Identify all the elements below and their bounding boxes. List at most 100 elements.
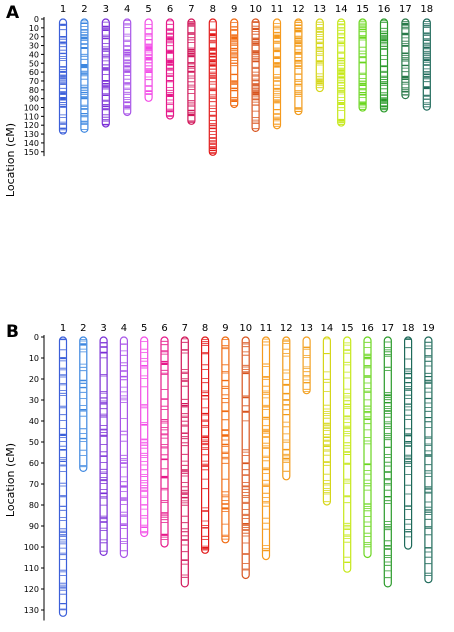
y-tick-label: 10: [29, 24, 39, 33]
chromosome-15: 15: [356, 4, 369, 112]
chromosome-17: 17: [399, 4, 412, 100]
marker-lines: [242, 342, 249, 571]
marker-lines: [283, 339, 290, 472]
chromosome-6: 6: [160, 323, 169, 548]
y-tick-label: 150: [24, 148, 39, 157]
marker-lines: [252, 21, 259, 130]
chromosome-7: 7: [187, 4, 196, 125]
chromosome-label: 18: [420, 4, 433, 15]
chromosome-label: 17: [381, 323, 394, 334]
marker-lines: [384, 341, 391, 579]
marker-lines: [188, 21, 195, 123]
chromosome-10: 10: [249, 4, 262, 132]
chromosome-18: 18: [402, 323, 414, 550]
y-tick-label: 20: [29, 375, 39, 384]
y-tick-label: 120: [24, 585, 39, 594]
y-tick-label: 40: [29, 417, 39, 426]
chromosome-bar: [322, 336, 331, 506]
chromosome-13: 13: [300, 323, 313, 395]
chromosome-1: 1: [58, 323, 68, 617]
chromosome-label: 2: [81, 4, 87, 15]
marker-lines: [316, 21, 323, 89]
chromosome-label: 6: [167, 4, 173, 15]
marker-lines: [60, 338, 66, 611]
chromosome-bar: [358, 18, 367, 112]
chromosome-5: 5: [140, 323, 149, 538]
y-tick-label: 0: [34, 333, 39, 342]
marker-lines: [102, 21, 109, 126]
chromosome-bar: [363, 336, 372, 559]
marker-lines: [359, 20, 366, 110]
panel-letter: A: [6, 3, 20, 23]
chromosome-13: 13: [313, 4, 326, 93]
y-tick-label: 90: [29, 522, 39, 531]
chromosome-1: 1: [58, 4, 68, 135]
y-tick-label: 80: [29, 501, 39, 510]
chromosome-label: 7: [188, 4, 194, 15]
marker-lines: [145, 24, 152, 95]
chromosome-18: 18: [420, 4, 433, 111]
chromosome-label: 3: [100, 323, 106, 334]
marker-lines: [344, 342, 351, 563]
chromosome-14: 14: [335, 4, 348, 127]
chromosome-3: 3: [99, 323, 108, 556]
chromosome-15: 15: [341, 323, 354, 573]
marker-lines: [303, 346, 310, 392]
panel-a: A 0102030405060708090100110120130140150Lo…: [4, 3, 433, 197]
chromosome-label: 4: [121, 323, 127, 334]
y-tick-label: 50: [29, 59, 39, 68]
chromosome-7: 7: [180, 323, 189, 588]
chromosome-label: 15: [356, 4, 369, 15]
chromosome-3: 3: [101, 4, 110, 128]
y-tick-label: 30: [29, 396, 39, 405]
chromosome-label: 5: [141, 323, 147, 334]
marker-lines: [274, 23, 280, 127]
chromosome-label: 7: [182, 323, 188, 334]
y-tick-label: 100: [24, 104, 39, 113]
chromosome-2: 2: [79, 323, 88, 472]
y-tick-label: 50: [29, 438, 39, 447]
chromosome-9: 9: [221, 323, 230, 544]
marker-lines: [202, 339, 208, 551]
chromosome-label: 17: [399, 4, 412, 15]
chromosome-4: 4: [123, 4, 132, 117]
chromosome-label: 15: [341, 323, 354, 334]
marker-lines: [209, 21, 216, 154]
marker-lines: [338, 21, 345, 125]
marker-lines: [295, 20, 302, 112]
chromosome-bar: [140, 336, 149, 538]
y-tick-label: 60: [29, 68, 39, 77]
chromosome-label: 11: [271, 4, 284, 15]
chromosome-4: 4: [119, 323, 129, 559]
y-tick-label: 10: [29, 354, 39, 363]
chromosome-2: 2: [80, 4, 89, 133]
marker-lines: [364, 341, 371, 548]
chromosome-label: 10: [249, 4, 262, 15]
y-axis-label: Location (cM): [4, 443, 17, 517]
marker-lines: [81, 20, 88, 130]
chromosome-label: 9: [222, 323, 228, 334]
y-tick-label: 40: [29, 50, 39, 59]
chromosome-label: 14: [335, 4, 348, 15]
chromosome-17: 17: [381, 323, 394, 588]
marker-lines: [222, 339, 229, 540]
chromosome-label: 2: [80, 323, 86, 334]
marker-lines: [263, 338, 269, 552]
marker-lines: [141, 341, 148, 534]
y-tick-label: 20: [29, 33, 39, 42]
chromosome-16: 16: [378, 4, 390, 113]
chromosome-bar: [58, 336, 68, 617]
chromosome-16: 16: [361, 323, 374, 559]
marker-lines: [181, 338, 188, 578]
y-tick-label: 130: [24, 130, 39, 139]
y-tick-label: 70: [29, 77, 39, 86]
chromosome-8: 8: [208, 4, 217, 156]
marker-lines: [402, 21, 409, 96]
chromosome-12: 12: [292, 4, 305, 116]
chromosome-11: 11: [260, 323, 273, 561]
chromosome-bar: [79, 336, 88, 472]
chromosome-label: 1: [60, 323, 66, 334]
chromosome-label: 11: [260, 323, 273, 334]
